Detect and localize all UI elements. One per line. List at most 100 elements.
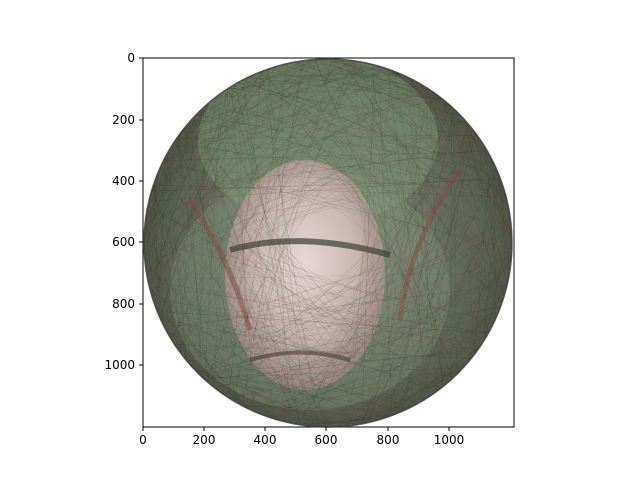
thread-line [314,59,449,105]
thread-line [184,127,282,421]
thread-line [323,327,492,427]
thread-line [328,59,412,79]
thread-line [144,65,376,264]
thread-line [297,133,477,425]
thread-line [144,226,223,394]
thread-line [505,201,508,291]
thread-line [151,67,385,191]
thread-line [153,185,312,427]
thread-line [181,307,501,355]
thread-line [215,61,359,389]
thread-line [164,150,170,328]
thread-line [147,204,446,385]
thread-line [146,209,356,426]
thread-line [209,101,231,399]
thread-line [144,60,352,253]
thread-line [248,276,509,410]
thread-line [144,224,461,371]
thread-line [192,118,506,195]
thread-line [206,59,318,382]
thread-line [340,59,495,165]
thread-line [195,73,258,116]
thread-line [434,93,512,239]
thread-line [148,201,269,417]
thread-line [167,61,361,154]
thread-line [174,343,472,359]
thread-line [352,60,390,417]
thread-line [455,214,510,376]
thread-line [426,202,508,399]
thread-line [464,119,505,296]
thread-line [336,59,458,113]
thread-line [401,335,487,412]
thread-line [249,76,496,321]
thread-line [483,174,499,341]
thread-line [159,60,309,317]
thread-line [154,303,251,410]
thread-line [228,71,262,399]
thread-line [167,79,413,154]
thread-line [353,60,496,321]
thread-line [177,137,512,263]
thread-line [428,167,497,397]
thread-line [459,114,507,198]
thread-line [146,59,311,273]
x-axis: 0 200 400 600 800 1000 [139,427,464,447]
thread-line [278,65,458,112]
thread-line [389,69,454,378]
thread-line [278,65,460,372]
thread-line [149,288,330,427]
thread-line [144,171,159,257]
thread-line [217,144,484,391]
thread-line [465,244,512,366]
thread-line [177,77,410,138]
thread-line [148,200,310,427]
x-tick-label: 200 [193,433,216,447]
thread-line [303,60,437,95]
thread-line [410,78,496,320]
thread-line [236,83,474,357]
thread-line [375,201,508,421]
thread-line [145,264,476,354]
thread-line [212,61,359,100]
thread-line [159,104,207,170]
thread-line [232,399,382,420]
thread-line [171,340,249,410]
thread-line [147,60,302,280]
thread-line [196,113,295,424]
thread-line [146,99,214,276]
thread-line [422,283,508,402]
thread-line [163,63,370,161]
thread-line [265,266,511,417]
thread-line [429,89,443,388]
thread-line [450,106,452,381]
thread-line [204,106,512,255]
thread-line [245,74,403,79]
thread-line [290,62,502,182]
thread-line [185,358,387,418]
thread-line [144,239,173,342]
thread-line [144,84,423,237]
thread-line [213,171,498,388]
thread-line [204,349,479,380]
thread-line [184,358,277,420]
thread-line [144,74,254,243]
thread-line [235,274,510,403]
thread-line [152,77,248,299]
thread-line [309,59,476,134]
thread-line [150,73,401,293]
thread-line [146,71,262,276]
thread-line [153,182,323,427]
x-tick-label: 600 [315,433,338,447]
thread-line [184,358,347,427]
thread-line [231,86,288,423]
thread-line [447,103,503,303]
thread-line [171,59,313,340]
y-tick-label: 800 [112,297,135,311]
thread-line [276,216,511,420]
thread-line [148,282,442,388]
thread-line [144,59,321,258]
thread-line [144,60,303,223]
thread-line [174,344,256,413]
thread-line [223,91,508,286]
